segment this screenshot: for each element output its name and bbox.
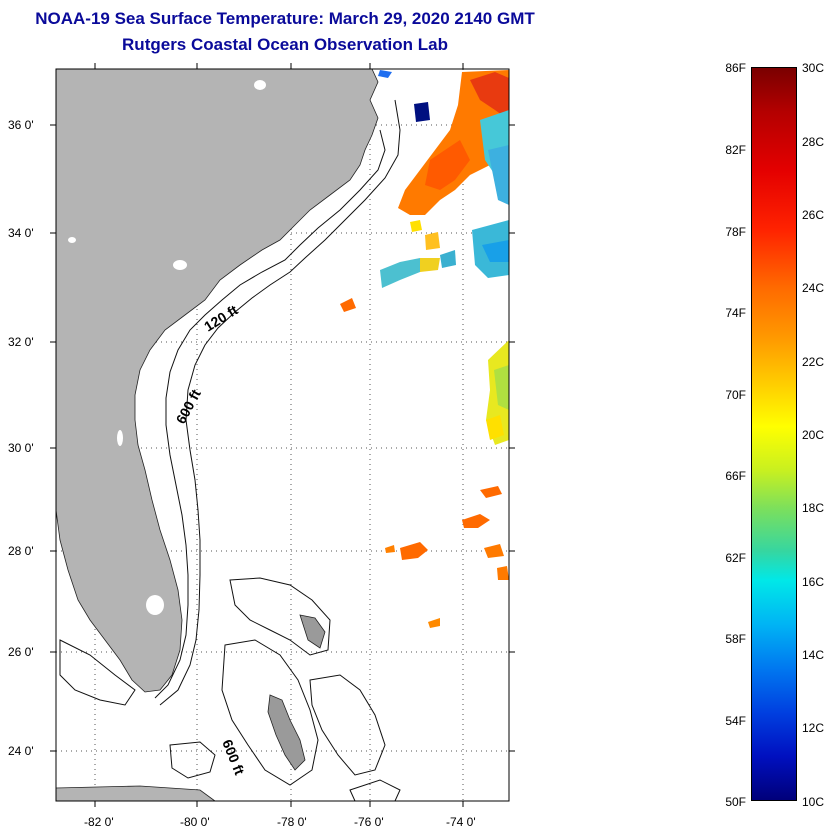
colorbar-c-label: 16C: [802, 575, 825, 589]
colorbar-c-label: 26C: [802, 208, 825, 222]
lon-label: -80 0': [180, 815, 210, 829]
colorbar-f-label: 58F: [725, 632, 746, 646]
colorbar-f-label: 82F: [725, 143, 746, 157]
lat-label: 28 0': [8, 544, 34, 558]
colorbar-c-label: 30C: [802, 61, 825, 75]
colorbar-c-label: 22C: [802, 355, 825, 369]
land-masses: [55, 68, 379, 802]
map-subtitle: Rutgers Coastal Ocean Observation Lab: [122, 35, 448, 54]
isobath-contours: [59, 99, 401, 802]
sst-patches: [340, 70, 509, 628]
map-frame: [55, 68, 510, 802]
colorbar-f-label: 86F: [725, 61, 746, 75]
lat-label: 34 0': [8, 226, 34, 240]
colorbar-c-label: 24C: [802, 281, 825, 295]
map-title: NOAA-19 Sea Surface Temperature: March 2…: [35, 9, 535, 28]
colorbar-f-label: 62F: [725, 551, 746, 565]
colorbar-c-label: 18C: [802, 501, 825, 515]
colorbar-c-label: 20C: [802, 428, 825, 442]
lat-label: 30 0': [8, 441, 34, 455]
temperature-colorbar: [751, 67, 797, 801]
colorbar-f-label: 78F: [725, 225, 746, 239]
lon-label: -82 0': [84, 815, 114, 829]
lon-label: -76 0': [354, 815, 384, 829]
colorbar-f-label: 66F: [725, 469, 746, 483]
colorbar-f-label: 54F: [725, 714, 746, 728]
lat-label: 32 0': [8, 335, 34, 349]
lon-label: -74 0': [446, 815, 476, 829]
colorbar-f-label: 50F: [725, 795, 746, 809]
lon-label: -78 0': [277, 815, 307, 829]
lat-label: 36 0': [8, 118, 34, 132]
colorbar-c-label: 12C: [802, 721, 825, 735]
lat-label: 24 0': [8, 744, 34, 758]
colorbar-c-label: 10C: [802, 795, 825, 809]
colorbar-f-label: 70F: [725, 388, 746, 402]
colorbar-c-label: 28C: [802, 135, 825, 149]
colorbar-c-label: 14C: [802, 648, 825, 662]
lat-label: 26 0': [8, 645, 34, 659]
colorbar-f-label: 74F: [725, 306, 746, 320]
map-ticks: [50, 63, 515, 807]
